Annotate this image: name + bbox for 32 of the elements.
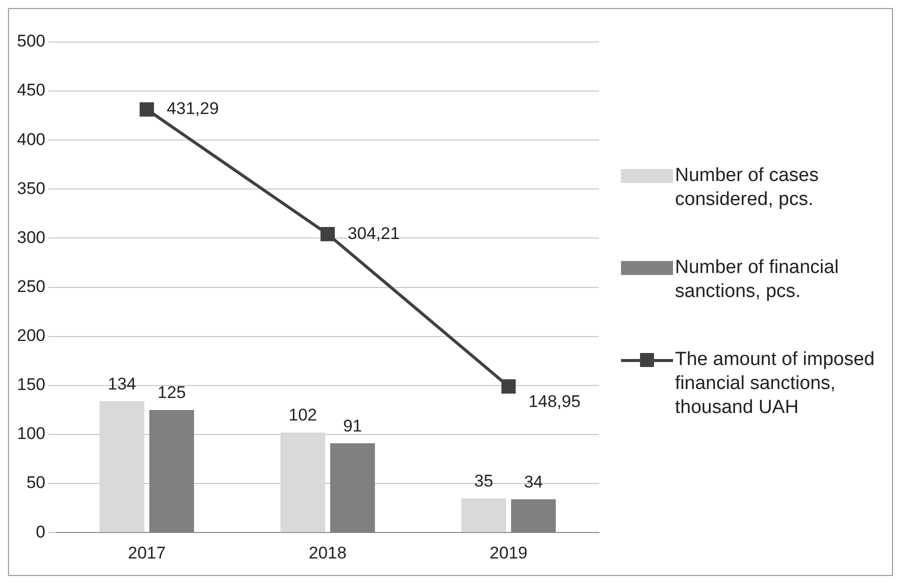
- bar: [461, 498, 506, 532]
- y-tick-label: 100: [16, 424, 46, 444]
- bar: [100, 401, 144, 532]
- y-tick-label: 200: [16, 326, 46, 346]
- data-label: 91: [343, 416, 362, 436]
- data-label: 125: [157, 383, 186, 402]
- y-tick-label: 400: [16, 130, 46, 149]
- x-tick-label: 2018: [308, 543, 347, 562]
- data-label: 102: [288, 406, 317, 425]
- y-tick-label: 500: [16, 32, 46, 51]
- data-label: 431,29: [166, 99, 219, 118]
- y-tick-label: 350: [16, 178, 46, 198]
- x-tick-label: 2017: [128, 543, 166, 562]
- y-tick-label: 150: [16, 375, 46, 394]
- legend-label: The amount of imposed financial sanctions, thousand UAH: [675, 348, 876, 420]
- y-tick-label: 250: [16, 276, 46, 296]
- point: [140, 102, 154, 117]
- legend-label: Number of financial sanctions, pcs.: [675, 256, 840, 304]
- y-tick-label: 300: [16, 228, 46, 247]
- y-tick-label: 0: [36, 522, 46, 542]
- data-label: 304,21: [348, 224, 400, 243]
- bar: [280, 432, 326, 532]
- y-tick-label: 50: [26, 473, 46, 492]
- point: [320, 226, 335, 242]
- legend-label: Number of cases considered, pcs.: [675, 164, 820, 212]
- data-label: 148,95: [528, 392, 581, 412]
- data-label: 134: [108, 374, 136, 394]
- data-label: 34: [524, 472, 543, 492]
- x-tick-label: 2019: [490, 543, 528, 562]
- point: [501, 379, 516, 394]
- data-label: 35: [474, 471, 494, 490]
- y-tick-label: 450: [16, 80, 46, 100]
